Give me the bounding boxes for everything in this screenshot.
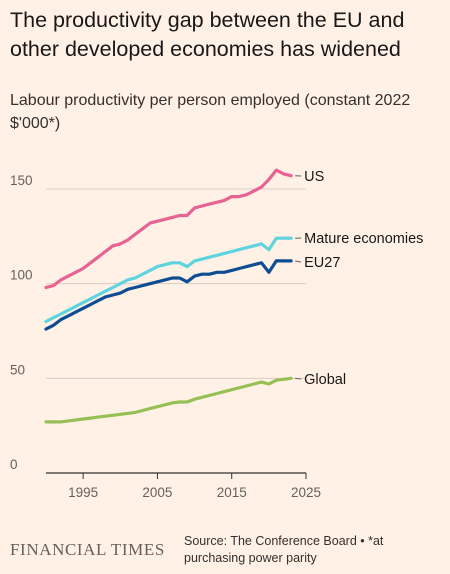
series-line-us (44, 168, 293, 290)
label-leader (295, 377, 302, 380)
y-tick-label: 100 (10, 268, 33, 283)
series-lines (44, 168, 293, 424)
series-label-us: US (304, 169, 324, 185)
series-label-mature-economies: Mature economies (304, 231, 423, 247)
x-axis: 1995 2005 2015 2025 (46, 472, 321, 500)
series-line-mature-economies (44, 236, 293, 324)
series-line-global (44, 376, 293, 424)
x-tick-label: 2005 (142, 485, 172, 500)
x-tick-label: 1995 (68, 485, 98, 500)
series-label-eu27: EU27 (304, 255, 340, 271)
y-axis: 0 50 100 150 (10, 173, 33, 472)
gridlines (46, 188, 306, 379)
series-labels: US Mature economies EU27 Global (295, 169, 423, 388)
y-tick-label: 50 (10, 362, 25, 377)
source-note: Source: The Conference Board • *at purch… (184, 534, 384, 565)
series-label-global: Global (304, 372, 346, 388)
chart-subtitle: Labour productivity per person employed … (10, 92, 411, 132)
series-line-eu27 (44, 259, 293, 331)
label-leader (295, 260, 302, 263)
x-tick-label: 2025 (291, 485, 321, 500)
chart-title: The productivity gap between the EU and … (10, 8, 405, 61)
y-tick-label: 0 (10, 457, 18, 472)
x-tick-label: 2015 (217, 485, 247, 500)
y-tick-label: 150 (10, 173, 33, 188)
ft-logo: FINANCIAL TIMES (10, 540, 165, 559)
